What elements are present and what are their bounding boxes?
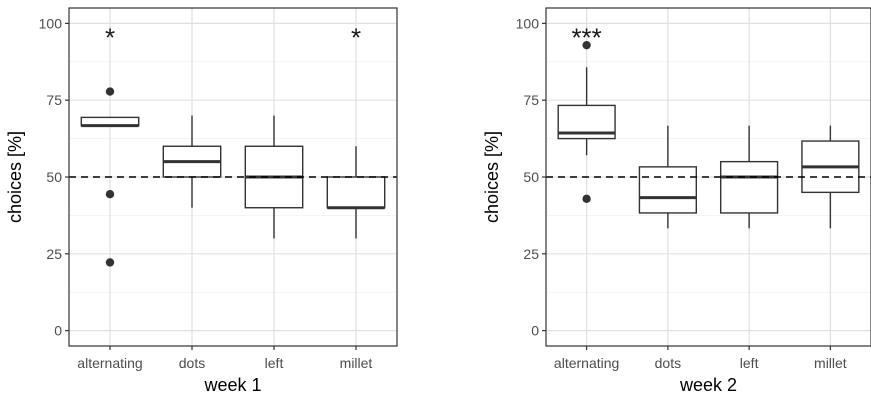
outlier-point — [105, 190, 115, 199]
significance-label: *** — [571, 22, 601, 52]
significance-label: * — [105, 22, 115, 52]
panel-week-2: *** 0 25 50 75 100 alternating dots left millet we… — [482, 7, 871, 395]
box-alternating: *** — [557, 22, 616, 204]
y-axis-title: choices [%] — [5, 131, 25, 223]
x-tick-label: left — [265, 355, 284, 371]
panel-week-1: * * 0 25 50 75 100 alternating dots left millet wee… — [5, 7, 398, 395]
x-tick-label: dots — [179, 355, 205, 371]
x-axis-title: week 2 — [679, 375, 737, 395]
box-alternating: * — [80, 22, 140, 267]
x-tick-label: millet — [340, 355, 373, 371]
y-tick-label: 50 — [523, 169, 539, 185]
x-axis-title: week 1 — [203, 375, 261, 395]
y-tick-label: 100 — [516, 15, 540, 31]
outlier-point — [105, 87, 115, 96]
box-millet — [801, 125, 860, 229]
x-tick-label: alternating — [77, 355, 142, 371]
x-tick-label: left — [740, 355, 759, 371]
x-tick-label: dots — [655, 355, 681, 371]
x-tick-label: millet — [814, 355, 847, 371]
y-tick-label: 50 — [46, 169, 62, 185]
box-iqr — [719, 160, 779, 214]
outlier-point — [582, 40, 591, 50]
y-tick-label: 0 — [54, 323, 62, 339]
y-tick-label: 25 — [46, 246, 62, 262]
box-left — [719, 125, 779, 229]
x-tick-label: alternating — [554, 355, 619, 371]
y-tick-label: 0 — [531, 323, 539, 339]
box-iqr — [326, 176, 386, 209]
outlier-point — [582, 194, 591, 204]
box-iqr — [638, 166, 698, 214]
y-tick-label: 75 — [46, 92, 62, 108]
y-tick-label: 25 — [523, 246, 539, 262]
y-tick-label: 100 — [39, 15, 63, 31]
y-axis-title: choices [%] — [482, 131, 502, 223]
y-tick-label: 75 — [523, 92, 539, 108]
box-millet: * — [326, 22, 386, 239]
box-dots — [162, 115, 222, 208]
outlier-point — [105, 258, 115, 267]
box-dots — [638, 125, 698, 229]
significance-label: * — [351, 22, 361, 52]
